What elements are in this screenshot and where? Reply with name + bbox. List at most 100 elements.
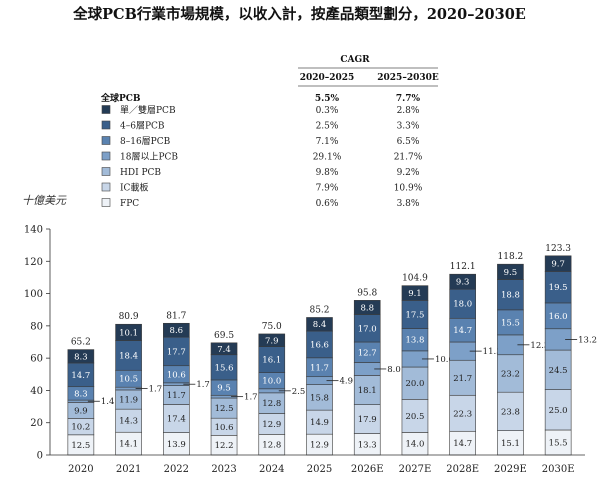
bar-value-label: 10.6: [167, 370, 186, 380]
y-tick-label: 100: [24, 289, 43, 300]
bar-total-label: 85.2: [309, 305, 329, 315]
bar-value-label: 14.7: [453, 439, 472, 449]
bar-segment: [449, 273, 476, 290]
bar-value-label: 15.5: [549, 438, 568, 448]
bar-segment: [449, 359, 476, 396]
legend-label: IC載板: [120, 182, 148, 194]
x-axis: 2020 2021 2022 2023 2024 2025 2026E 2027E 2028E 2…: [50, 454, 585, 475]
y-tick-label: 0: [37, 451, 43, 462]
bar-group: 12.2 10.6 12.5 1.7 9.5 15.6 7.4 69.5: [210, 331, 258, 456]
bar-value-label: 20.0: [405, 379, 424, 389]
cagr-value-2020-2025: 9.8%: [316, 168, 339, 178]
bar-value-label: 23.8: [501, 407, 520, 417]
legend-swatch: [101, 198, 111, 207]
bar-segment: [449, 288, 476, 319]
bar-value-label: 10.0: [262, 377, 281, 387]
x-tick-label: 2027E: [399, 464, 432, 475]
cagr-col1-header: 2020–2025: [300, 73, 355, 83]
bar-group: 15.5 25.0 24.5 13.2 16.0 19.5 9.7 123.3: [544, 244, 597, 456]
bar-segment: [67, 349, 95, 364]
bar-segment: [497, 354, 524, 393]
bar-value-label: 17.7: [167, 347, 186, 357]
bar-value-label: 8.0: [387, 365, 401, 375]
bar-total-label: 112.1: [450, 262, 476, 272]
cagr-value-2020-2025: 29.1%: [313, 153, 342, 163]
legend-label: 18層以上PCB: [120, 152, 178, 163]
cagr-total-col1: 5.5%: [315, 94, 340, 104]
bar-value-label: 13.8: [405, 336, 424, 346]
x-tick-label: 2028E: [446, 464, 479, 475]
bar-value-label: 9.1: [408, 289, 422, 299]
bar-value-label: 21.7: [453, 374, 472, 384]
bar-value-label: 8.3: [74, 389, 88, 399]
bar-value-label: 20.5: [405, 412, 424, 422]
legend-label: 單／雙層PCB: [120, 104, 176, 116]
bar-value-label: 9.5: [504, 268, 518, 278]
cagr-value-2025-2030: 3.3%: [397, 122, 420, 132]
x-tick-label: 2022: [164, 464, 189, 475]
bar-value-label: 12.5: [71, 441, 90, 451]
bar-total-label: 123.3: [545, 244, 571, 254]
bar-value-label: 9.9: [74, 406, 88, 416]
bar-value-label: 15.1: [501, 439, 520, 449]
y-tick-label: 60: [30, 354, 43, 365]
bar-group: 15.1 23.8 23.2 12.3 15.5 18.8 9.5 118.2: [497, 252, 549, 456]
bar-group: 12.8 12.9 12.8 2.5 10.0 16.1 7.9 75.0: [258, 322, 305, 456]
bar-total-label: 65.2: [71, 338, 91, 348]
x-tick-label: 2024: [259, 464, 284, 475]
cagr-total-label: 全球PCB: [100, 92, 141, 104]
bar-value-label: 1.7: [196, 380, 210, 390]
bar-value-label: 1.7: [149, 385, 163, 395]
bar-segment: [353, 300, 381, 315]
bar-value-label: 14.9: [310, 418, 329, 428]
bar-total-label: 69.5: [214, 331, 234, 341]
bar-value-label: 11.7: [310, 363, 329, 373]
cagr-value-2025-2030: 21.7%: [394, 153, 423, 163]
bar-group: 13.9 17.4 11.7 1.7 10.6 17.7 8.6 81.7: [163, 311, 210, 456]
bar-segment: [544, 271, 572, 304]
legend-label: HDI PCB: [120, 168, 161, 178]
bar-value-label: 12.8: [262, 441, 281, 451]
bar-value-label: 14.3: [119, 417, 138, 427]
bar-segment: [449, 394, 476, 432]
bar-value-label: 8.4: [313, 320, 327, 330]
bar-segment: [163, 404, 190, 433]
chart-title: 全球PCB行業市場規模，以收入計，按產品類型劃分，2020–2030E: [72, 5, 526, 23]
bar-segment: [544, 255, 572, 272]
bar-segment: [401, 300, 429, 329]
bar-total-label: 118.2: [498, 252, 524, 262]
bar-group: 12.5 10.2 9.9 1.4 8.3 14.7 8.3 65.2: [67, 338, 114, 456]
bar-segment: [115, 340, 142, 371]
bar-segment: [544, 389, 572, 431]
bar-value-label: 19.5: [549, 283, 568, 293]
bar-value-label: 14.7: [453, 326, 472, 336]
x-tick-label: 2020: [68, 464, 93, 475]
bar-value-label: 16.6: [310, 340, 329, 350]
legend-label: 4–6層PCB: [120, 121, 165, 132]
bar-segment: [497, 309, 524, 336]
bar-value-label: 8.8: [360, 303, 374, 313]
bar-value-label: 17.5: [405, 310, 424, 320]
bar-segment: [115, 323, 142, 341]
bar-value-label: 14.7: [71, 371, 90, 381]
x-tick-label: 2029E: [494, 464, 527, 475]
bar-segment: [497, 279, 524, 311]
bar-value-label: 18.8: [501, 291, 520, 301]
cagr-value-2025-2030: 10.9%: [394, 184, 423, 194]
legend-swatch: [101, 120, 111, 130]
bar-value-label: 17.4: [167, 415, 186, 425]
bar-segment: [497, 263, 524, 280]
cagr-value-2020-2025: 0.3%: [316, 106, 339, 116]
bar-value-label: 24.5: [549, 366, 568, 376]
y-axis: 0 20 40 60 80 100 120 140: [24, 225, 51, 462]
cagr-table: CAGR 2020–2025 2025–2030E 全球PCB 5.5% 7.7…: [100, 55, 439, 209]
bar-segment: [401, 366, 429, 400]
legend-swatch: [101, 151, 111, 161]
bar-value-label: 8.6: [170, 326, 184, 336]
bar-segment: [163, 322, 190, 338]
bar-value-label: 12.9: [310, 441, 329, 451]
legend-label: 8–16層PCB: [120, 136, 171, 147]
bar-segment: [163, 336, 190, 367]
bar-value-label: 13.3: [358, 440, 377, 450]
bar-value-label: 23.2: [501, 369, 520, 379]
